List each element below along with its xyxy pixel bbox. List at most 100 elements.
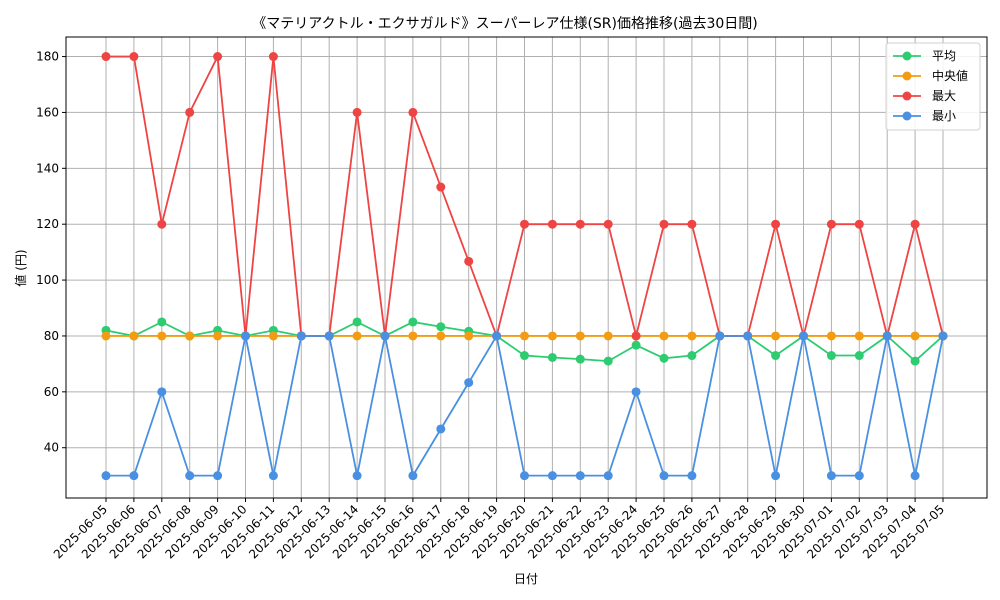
data-point bbox=[213, 52, 223, 62]
data-point bbox=[464, 256, 474, 266]
legend-label: 最小 bbox=[932, 109, 956, 123]
data-point bbox=[464, 378, 474, 388]
data-point bbox=[771, 351, 781, 361]
y-tick-label: 180 bbox=[36, 50, 59, 64]
legend-label: 中央値 bbox=[932, 68, 968, 83]
y-tick-label: 160 bbox=[36, 105, 59, 119]
legend-item: 最小 bbox=[893, 109, 956, 123]
data-point bbox=[324, 331, 334, 341]
data-point bbox=[826, 351, 836, 361]
data-point bbox=[436, 331, 446, 341]
data-point bbox=[213, 471, 223, 481]
data-point bbox=[687, 471, 697, 481]
data-point bbox=[520, 331, 529, 341]
data-point bbox=[938, 331, 948, 341]
data-point bbox=[603, 331, 613, 341]
chart-title: 《マテリアクトル・エクサガルド》スーパーレア仕様(SR)価格推移(過去30日間) bbox=[252, 16, 757, 32]
data-point bbox=[771, 219, 781, 229]
data-point bbox=[575, 471, 585, 481]
data-point bbox=[352, 471, 362, 481]
y-tick-label: 140 bbox=[36, 161, 59, 175]
data-point bbox=[771, 471, 781, 481]
data-point bbox=[408, 107, 418, 117]
y-axis: 40 60 80 100 120 140 160 180 bbox=[36, 50, 66, 455]
data-point bbox=[743, 331, 753, 341]
data-point bbox=[520, 219, 529, 229]
y-tick-label: 100 bbox=[36, 273, 59, 287]
y-tick-label: 60 bbox=[44, 385, 59, 399]
x-axis-label: 日付 bbox=[514, 572, 538, 586]
data-point bbox=[603, 471, 613, 481]
data-point bbox=[826, 471, 836, 481]
data-point bbox=[436, 424, 446, 434]
data-point bbox=[520, 471, 529, 481]
grid-lines bbox=[66, 37, 987, 498]
data-point bbox=[854, 351, 864, 361]
data-point bbox=[575, 331, 585, 341]
legend-item: 最大 bbox=[893, 89, 956, 103]
data-point bbox=[854, 331, 864, 341]
data-point bbox=[659, 331, 669, 341]
data-point bbox=[268, 52, 278, 62]
legend-box bbox=[885, 42, 981, 131]
data-point bbox=[547, 352, 557, 362]
series-3 bbox=[101, 331, 948, 481]
data-point bbox=[799, 331, 808, 341]
legend-swatch-marker bbox=[902, 71, 912, 81]
data-point bbox=[268, 331, 278, 341]
data-point bbox=[910, 219, 920, 229]
data-point bbox=[408, 471, 418, 481]
data-point bbox=[408, 317, 418, 327]
data-point bbox=[547, 471, 557, 481]
data-point bbox=[854, 219, 864, 229]
data-point bbox=[910, 471, 920, 481]
y-tick-label: 40 bbox=[44, 441, 59, 455]
data-point bbox=[575, 354, 585, 364]
data-point bbox=[408, 331, 418, 341]
legend-swatch-marker bbox=[902, 51, 912, 61]
data-point bbox=[659, 471, 669, 481]
data-point bbox=[352, 107, 362, 117]
data-point bbox=[631, 331, 641, 341]
data-point bbox=[129, 471, 139, 481]
data-point bbox=[129, 331, 139, 341]
data-point bbox=[436, 322, 446, 332]
data-point bbox=[241, 331, 250, 341]
legend-swatch-marker bbox=[902, 91, 912, 101]
y-axis-label: 値 (円) bbox=[13, 249, 28, 286]
data-point bbox=[101, 331, 111, 341]
data-point bbox=[185, 107, 195, 117]
data-point bbox=[157, 317, 167, 327]
data-point bbox=[380, 331, 390, 341]
data-point bbox=[715, 331, 725, 341]
plot-area-frame bbox=[65, 36, 988, 499]
data-point bbox=[631, 387, 641, 397]
data-point bbox=[687, 351, 697, 361]
series-lines bbox=[101, 52, 948, 481]
data-point bbox=[101, 52, 111, 62]
data-point bbox=[129, 52, 139, 62]
data-point bbox=[659, 353, 669, 363]
data-point bbox=[854, 471, 864, 481]
legend-item: 中央値 bbox=[893, 68, 968, 83]
data-point bbox=[436, 182, 446, 192]
data-point bbox=[213, 331, 223, 341]
data-point bbox=[547, 331, 557, 341]
data-point bbox=[771, 331, 781, 341]
data-point bbox=[659, 219, 669, 229]
data-point bbox=[826, 331, 836, 341]
data-point bbox=[631, 340, 641, 350]
data-point bbox=[603, 356, 613, 366]
data-point bbox=[492, 331, 502, 341]
y-tick-label: 80 bbox=[44, 329, 59, 343]
legend-label: 最大 bbox=[932, 89, 956, 103]
data-point bbox=[464, 331, 474, 341]
data-point bbox=[101, 471, 111, 481]
data-point bbox=[910, 356, 920, 366]
x-axis: 2025-06-052025-06-062025-06-072025-06-08… bbox=[51, 498, 947, 561]
data-point bbox=[352, 331, 362, 341]
data-point bbox=[185, 471, 195, 481]
data-point bbox=[157, 219, 167, 229]
